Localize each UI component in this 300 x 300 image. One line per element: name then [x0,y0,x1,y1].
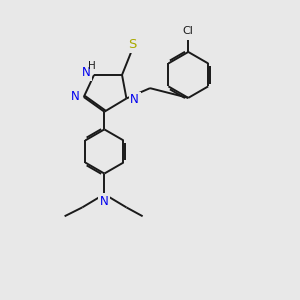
Text: N: N [100,195,109,208]
Text: N: N [130,93,139,106]
Text: N: N [81,66,90,79]
Text: H: H [88,61,96,71]
Text: N: N [71,90,80,103]
Text: Cl: Cl [183,26,194,36]
Text: S: S [128,38,136,51]
